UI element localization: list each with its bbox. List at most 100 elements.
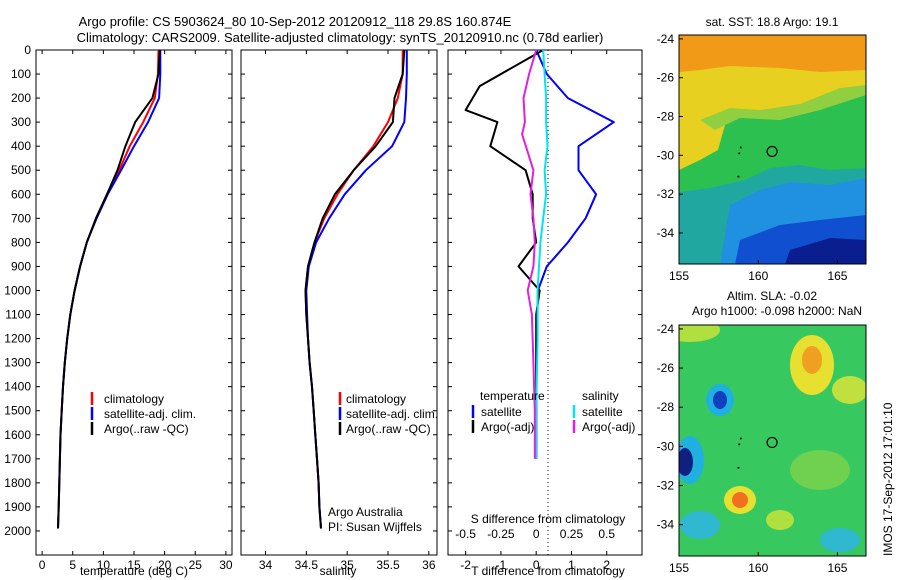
s-tick-label: -0.25 [487,527,515,541]
map-y-tick-label: -28 [657,400,675,414]
s-difference-label: S difference from climatology [471,512,626,526]
previous-position-dot [739,146,742,149]
sla-cyan-blob-3 [680,511,720,539]
sla-orange-blob-2 [732,492,748,508]
difference-legend: temperature satellite Argo(-adj) salinit… [471,389,635,434]
sla-blue-blob-1 [713,391,727,409]
profile-line-salinity-argo-adj- [521,50,538,459]
sla-map-ticks: 155 160 165 -24 -26 -28 -30 -32 -34 [657,322,848,575]
profile-line-salinity-satellite [535,50,549,459]
x-tick-label: 35 [340,558,354,572]
legend-label-satellite: satellite-adj. clim. [346,407,438,421]
depth-tick-label: 0 [24,43,31,57]
x-tick-label: 0 [39,558,46,572]
difference-depth-ticks [448,49,642,532]
x-tick-label: 36 [422,558,436,572]
sla-float-marks [737,436,778,469]
previous-position-dot [737,175,740,178]
s-tick-label: 0 [533,527,540,541]
map-y-tick-label: -26 [657,71,675,85]
depth-tick-label: 1200 [4,332,31,346]
map-x-tick-label: 155 [669,269,689,283]
s-tick-label: 0.25 [560,527,584,541]
temperature-ticks: 0 5 10 15 20 25 30 [39,50,233,572]
previous-position-dot [738,152,741,155]
depth-tick-label: 1900 [4,500,31,514]
x-tick-label: 15 [127,558,141,572]
profile-line-satellite-adj-clim- [57,50,162,529]
previous-position-dot [739,437,742,440]
map-y-tick-label: -24 [657,32,675,46]
sla-heatmap [679,325,866,556]
argo-australia-annotation: Argo Australia [328,505,403,519]
t-difference-ticks: -2 -1 0 1 2 [460,50,610,572]
map-y-tick-label: -28 [657,110,675,124]
temperature-panel: 0100200300400500600700800900100011001200… [4,43,233,578]
profile-line-satellite-adj-clim- [305,50,408,529]
previous-position-dot [737,466,740,469]
depth-tick-label: 700 [11,211,31,225]
figure-title-line1: Argo profile: CS 5903624_80 10-Sep-2012 … [79,14,512,29]
depth-tick-label: 600 [11,187,31,201]
sla-yellow-blob-3 [832,376,866,404]
legend-label-argo: Argo(..raw -QC) [104,422,189,436]
s-tick-label: -0.5 [455,527,476,541]
legend-label-argo: Argo(..raw -QC) [346,422,431,436]
previous-position-dot [738,443,741,446]
depth-tick-label: 1000 [4,283,31,297]
salinity-depth-ticks [241,49,437,532]
x-tick-label: 34.5 [295,558,319,572]
map-y-tick-label: -32 [657,479,675,493]
sst-map-panel: sat. SST: 18.8 Argo: 19.1 155 160 165 -24 -2… [657,15,867,283]
depth-tick-label: 100 [11,67,31,81]
map-x-tick-label: 165 [827,561,847,575]
profile-line-climatology [304,50,404,529]
sst-map-frame [678,34,867,265]
depth-tick-label: 2000 [4,524,31,538]
x-tick-label: -2 [460,558,471,572]
legend-label-climatology: climatology [104,392,164,406]
x-tick-label: 35.5 [376,558,400,572]
sst-float-marks [737,145,778,178]
sla-cyan-blob-4 [820,528,860,552]
map-y-tick-label: -30 [657,148,675,162]
legend-label-t-argo: Argo(-adj) [481,420,534,434]
difference-panel: -2 -1 0 1 2 -0.5 -0.25 0 0.25 0.5 S difference f… [447,49,643,578]
depth-tick-label: 1800 [4,476,31,490]
sst-map-ticks: 155 160 165 -24 -26 -28 -30 -32 -34 [657,32,848,283]
map-y-tick-label: -26 [657,361,675,375]
depth-tick-label: 400 [11,139,31,153]
sst-lightgreen-region [700,85,866,130]
legend-title-temperature: temperature [480,389,545,403]
sla-blue-blob-2 [679,448,693,476]
temperature-profiles [57,50,162,529]
map-y-tick-label: -32 [657,187,675,201]
x-tick-label: 2 [603,558,610,572]
x-tick-label: 30 [219,558,233,572]
map-x-tick-label: 155 [669,561,689,575]
profile-line-argo-raw-qc- [304,50,406,529]
x-tick-label: 34 [259,558,273,572]
sla-map-subtitle: Argo h1000: -0.098 h2000: NaN [692,304,862,318]
x-tick-label: 5 [69,558,76,572]
legend-label-satellite: satellite-adj. clim. [104,407,196,421]
map-x-tick-label: 160 [748,561,768,575]
salinity-panel: 34 34.5 35 35.5 36 salinity climatology sate… [240,49,438,578]
depth-tick-label: 200 [11,91,31,105]
sla-map-frame [678,324,867,557]
depth-tick-label: 800 [11,235,31,249]
map-y-tick-label: -30 [657,439,675,453]
difference-axes-frame [447,49,643,556]
map-y-tick-label: -34 [657,226,675,240]
sst-orange-region [679,35,866,72]
sla-map-title: Altim. SLA: -0.02 [727,289,817,303]
x-tick-label: 0 [533,558,540,572]
salinity-ticks: 34 34.5 35 35.5 36 [259,50,436,572]
sst-heatmap [679,35,866,264]
legend-label-s-argo: Argo(-adj) [582,420,635,434]
legend-label-s-satellite: satellite [582,405,623,419]
salinity-xlabel: salinity [320,564,357,578]
depth-tick-label: 1700 [4,452,31,466]
temperature-legend: climatology satellite-adj. clim. Argo(..… [90,392,196,436]
